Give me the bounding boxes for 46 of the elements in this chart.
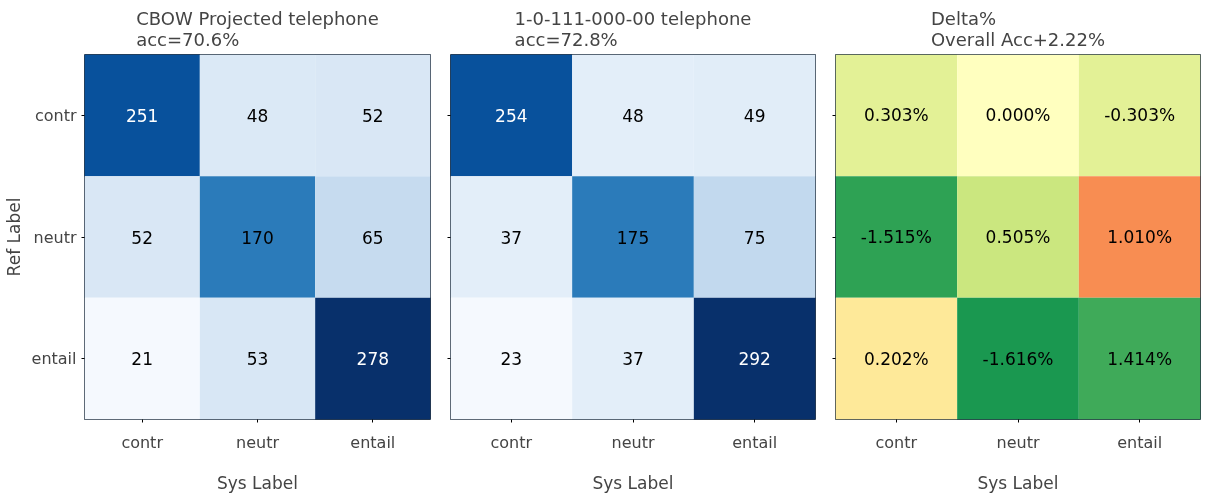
x-tick-label: neutr <box>236 432 280 452</box>
data-label: 37 <box>622 349 644 370</box>
data-label: 52 <box>362 105 384 126</box>
data-label: -0.303% <box>1104 105 1176 126</box>
x-axis-title: Sys Label <box>592 472 674 493</box>
data-label: 1.414% <box>1107 348 1173 369</box>
data-label: 175 <box>616 227 650 248</box>
data-label: 21 <box>131 349 153 370</box>
data-label: 0.505% <box>985 227 1051 247</box>
data-label: -1.616% <box>982 348 1054 369</box>
x-tick-label: contr <box>490 432 533 452</box>
data-label: 278 <box>356 349 390 370</box>
data-label: 37 <box>500 227 523 248</box>
data-label: 1.010% <box>1107 227 1173 247</box>
x-tick-label: entail <box>350 432 396 452</box>
data-label: 0.303% <box>863 105 929 126</box>
data-label: 75 <box>743 227 766 248</box>
data-label: 49 <box>743 105 766 126</box>
data-label: -1.515% <box>860 227 932 247</box>
data-label: 53 <box>246 349 269 370</box>
data-label: 0.000% <box>985 105 1051 126</box>
data-label: 170 <box>241 227 274 248</box>
x-axis-title: Sys Label <box>217 472 298 493</box>
data-label: 48 <box>246 105 269 126</box>
data-label: 48 <box>622 105 644 126</box>
data-label: 254 <box>495 105 528 126</box>
x-tick-label: neutr <box>611 432 655 452</box>
x-tick-label: contr <box>875 432 918 452</box>
x-tick-label: entail <box>732 432 778 452</box>
x-tick-label: entail <box>1117 432 1163 452</box>
data-label: 23 <box>500 349 523 370</box>
x-tick-label: contr <box>121 432 164 452</box>
data-label: 251 <box>125 105 159 126</box>
x-tick-label: neutr <box>996 432 1040 452</box>
y-axis-title: Ref Label <box>3 197 24 277</box>
chart-title: 1-0-111-000-00 telephone acc=72.8% <box>514 7 752 50</box>
data-label: 52 <box>131 227 153 248</box>
y-tick-label: neutr <box>33 227 77 247</box>
y-tick-label: entail <box>31 349 77 369</box>
data-label: 65 <box>362 227 384 248</box>
data-label: 0.202% <box>863 348 929 369</box>
x-axis-title: Sys Label <box>977 472 1059 493</box>
data-label: 292 <box>738 349 771 370</box>
chart-title: CBOW Projected telephone acc=70.6% <box>136 7 379 50</box>
chart-title: Delta% Overall Acc+2.22% <box>930 7 1106 50</box>
y-tick-label: contr <box>34 105 77 125</box>
